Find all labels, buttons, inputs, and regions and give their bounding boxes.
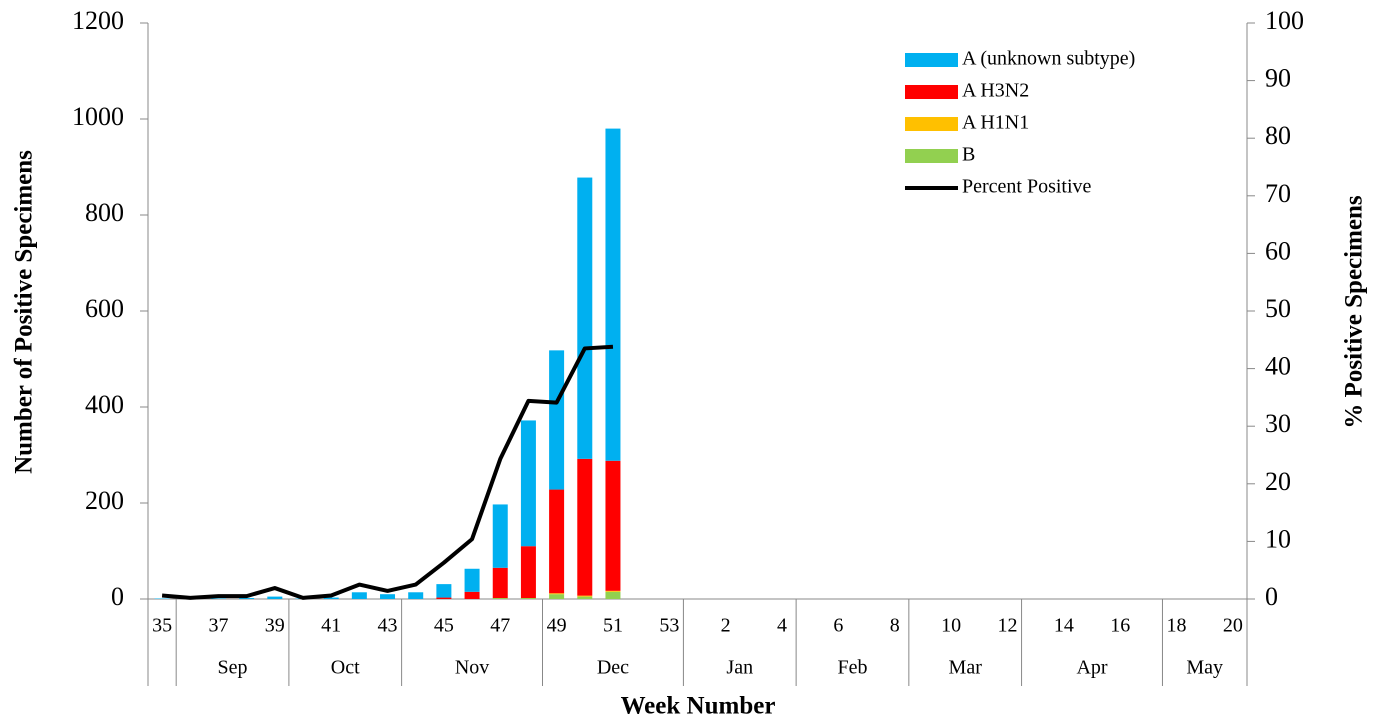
y-tick-label: 1200 (72, 6, 124, 35)
y2-tick-label: 90 (1265, 64, 1291, 93)
legend-label: A H3N2 (962, 80, 1029, 102)
x-tick-label: 39 (265, 615, 285, 637)
y2-tick-label: 30 (1265, 409, 1291, 438)
y2-tick-label: 50 (1265, 294, 1291, 323)
bar-segment (464, 568, 480, 592)
bar-segment (492, 504, 508, 568)
y-tick-label: 400 (85, 390, 124, 419)
bar-segment (605, 128, 621, 461)
bar-segment (549, 593, 565, 595)
legend-label: A H1N1 (962, 112, 1029, 134)
x-tick-label: 14 (1054, 615, 1074, 637)
y-tick-label: 1000 (72, 102, 124, 131)
bar-segment (605, 460, 621, 591)
legend-swatch (905, 53, 958, 67)
legend-swatch (905, 85, 958, 99)
y2-tick-label: 60 (1265, 236, 1291, 265)
y2-tick-label: 10 (1265, 524, 1291, 553)
month-label: Mar (949, 657, 983, 679)
y-tick-label: 800 (85, 198, 124, 227)
month-label: May (1186, 657, 1223, 679)
bar-segment (436, 597, 452, 599)
month-label: Feb (837, 657, 867, 679)
bar-segment (549, 594, 565, 599)
bar-segment (549, 489, 565, 594)
x-axis-title: Week Number (621, 693, 776, 720)
bar-segment (577, 177, 593, 459)
y-tick-label: 200 (85, 486, 124, 515)
y2-tick-label: 80 (1265, 121, 1291, 150)
x-tick-label: 37 (208, 615, 228, 637)
x-tick-label: 53 (659, 615, 679, 637)
x-tick-label: 20 (1223, 615, 1243, 637)
month-label: Jan (726, 657, 753, 679)
bar-segment (520, 420, 536, 547)
month-label: Oct (331, 657, 360, 679)
bar-segment (492, 567, 508, 599)
legend-swatch (905, 149, 958, 163)
x-tick-label: 6 (833, 615, 843, 637)
legend-label: B (962, 144, 975, 166)
bar-segment (520, 546, 536, 599)
bar-segment (577, 596, 593, 599)
line (161, 344, 614, 600)
bar-segment (267, 596, 283, 599)
bar-segment (605, 590, 621, 592)
x-tick-label: 43 (378, 615, 398, 637)
y2-tick-label: 0 (1265, 582, 1278, 611)
x-tick-label: 47 (490, 615, 510, 637)
y2-tick-label: 20 (1265, 467, 1291, 496)
x-tick-label: 35 (152, 615, 172, 637)
month-label: Dec (597, 657, 629, 679)
month-label: Apr (1076, 657, 1107, 679)
bar-segment (492, 598, 508, 599)
y-tick-label: 600 (85, 294, 124, 323)
legend-label: A (unknown subtype) (962, 48, 1135, 70)
x-tick-label: 2 (721, 615, 731, 637)
y-axis-title: Number of Positive Specimens (11, 150, 38, 474)
y2-tick-label: 70 (1265, 179, 1291, 208)
x-tick-label: 51 (603, 615, 623, 637)
bar-segment (436, 584, 452, 598)
bar-segment (408, 592, 424, 599)
bar-segment (464, 591, 480, 599)
x-tick-label: 10 (941, 615, 961, 637)
bar-segment (520, 598, 536, 599)
bar-segment (380, 594, 396, 599)
y2-tick-label: 40 (1265, 352, 1291, 381)
bar-segment (549, 350, 565, 490)
y2-axis-title: % Positive Specimens (1341, 195, 1368, 429)
x-tick-label: 45 (434, 615, 454, 637)
x-tick-label: 12 (997, 615, 1017, 637)
y2-tick-label: 100 (1265, 6, 1304, 35)
bar-segment (605, 591, 621, 599)
x-tick-label: 18 (1167, 615, 1187, 637)
bar-segment (351, 592, 367, 599)
x-tick-label: 49 (547, 615, 567, 637)
x-tick-label: 16 (1110, 615, 1130, 637)
legend-swatch (905, 117, 958, 131)
bar-segment (577, 458, 593, 596)
x-tick-label: 41 (321, 615, 341, 637)
month-label: Sep (218, 657, 248, 679)
y-tick-label: 0 (111, 582, 124, 611)
x-tick-label: 4 (777, 615, 787, 637)
legend-label: Percent Positive (962, 176, 1092, 198)
bar-segment (323, 597, 339, 599)
x-tick-label: 8 (890, 615, 900, 637)
bar-segment (239, 598, 255, 599)
bar-segment (577, 595, 593, 597)
month-label: Nov (455, 657, 489, 679)
